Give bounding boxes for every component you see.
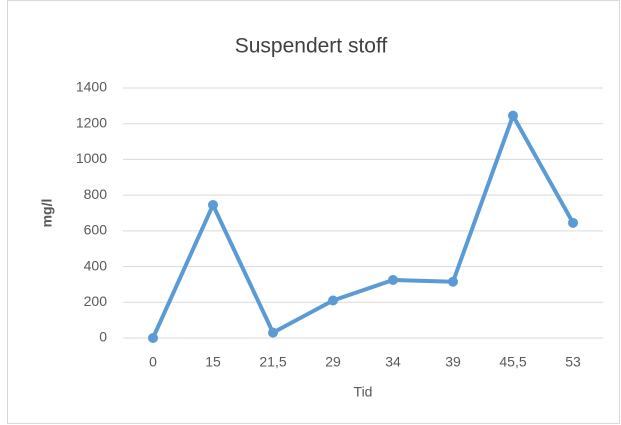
y-tick-label: 1400	[76, 79, 107, 95]
x-tick-label: 34	[385, 354, 401, 370]
chart-title: Suspendert stoff	[235, 35, 388, 58]
data-point	[328, 295, 338, 306]
x-tick-label: 0	[149, 354, 157, 370]
x-tick-label: 29	[325, 354, 341, 370]
data-point	[508, 110, 518, 121]
data-point	[268, 327, 278, 338]
y-tick-label: 400	[84, 257, 108, 273]
y-tick-label: 800	[84, 186, 108, 202]
y-tick-label: 1200	[76, 114, 107, 130]
data-point	[388, 274, 398, 285]
y-tick-label: 600	[84, 222, 108, 238]
x-tick-label: 39	[445, 354, 461, 370]
data-point	[148, 333, 158, 343]
chart-border	[7, 0, 620, 424]
y-tick-label: 0	[99, 329, 107, 345]
y-tick-label: 1000	[76, 150, 107, 166]
x-tick-label: 45,5	[499, 354, 526, 370]
x-tick-label: 15	[205, 354, 221, 370]
y-axis-label: mg/l	[39, 199, 55, 228]
data-point	[448, 276, 458, 287]
data-point	[568, 217, 578, 228]
x-tick-label: 21,5	[259, 354, 286, 370]
data-line	[151, 113, 575, 339]
x-axis-label: Tid	[354, 384, 373, 400]
y-tick-label: 200	[84, 293, 108, 309]
data-point	[208, 199, 218, 210]
x-tick-label: 53	[565, 354, 581, 370]
